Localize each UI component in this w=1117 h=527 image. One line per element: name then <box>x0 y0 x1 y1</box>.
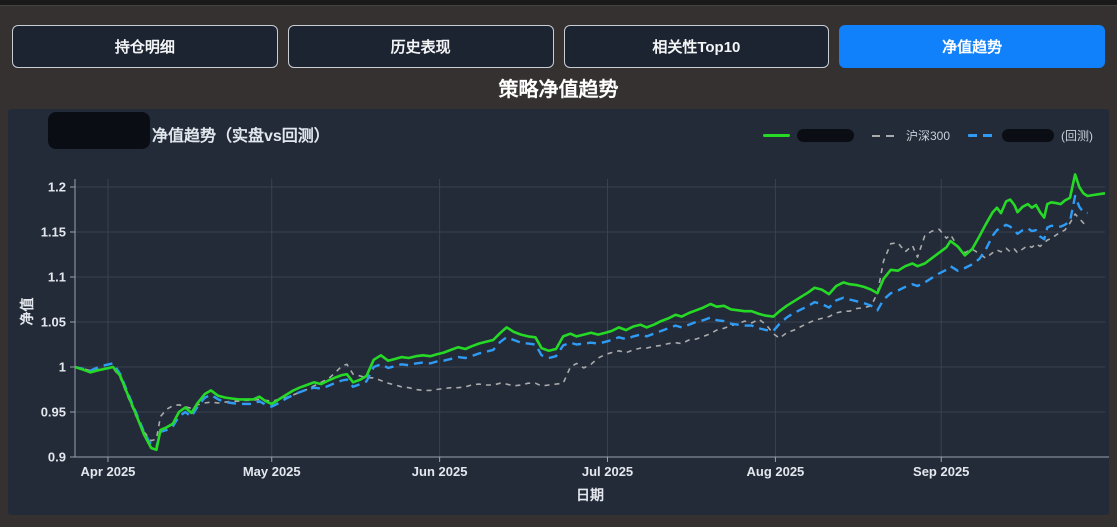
green-line-marker <box>762 134 790 137</box>
page-title: 策略净值趋势 <box>498 79 619 101</box>
legend-label-backtest: (回测) <box>1061 129 1093 143</box>
svg-text:净值: 净值 <box>19 298 35 326</box>
svg-text:日期: 日期 <box>576 487 604 503</box>
svg-text:Sep 2025: Sep 2025 <box>913 464 969 479</box>
tab-position-detail[interactable]: 持仓明细 <box>12 25 278 68</box>
redacted-strategy-name-blob <box>48 112 150 149</box>
nav-trend-chart-card: 净值趋势（实盘vs回测） 沪深300 (回测) 0.9 0.95 1 1.05 1.1 1… <box>8 109 1109 515</box>
svg-text:1: 1 <box>59 360 66 375</box>
svg-text:May 2025: May 2025 <box>243 464 301 479</box>
tab-bar: 持仓明细 历史表现 相关性Top10 净值趋势 <box>0 6 1117 68</box>
nav-trend-line-chart[interactable]: 0.9 0.95 1 1.05 1.1 1.15 1.2 Apr 2025 May 2025 Ju… <box>8 109 1109 515</box>
legend-label-hs300: 沪深300 <box>905 129 950 143</box>
svg-text:1.1: 1.1 <box>48 270 66 285</box>
svg-text:0.95: 0.95 <box>41 405 66 420</box>
blue-dashed-line-marker <box>968 134 995 137</box>
gray-dashed-line-marker <box>871 134 899 137</box>
legend-item-strategy-live[interactable] <box>762 129 854 142</box>
chart-legend: 沪深300 (回测) <box>762 127 1093 144</box>
redacted-legend-name-blob <box>796 129 854 142</box>
chart-title: 净值趋势（实盘vs回测） <box>152 128 330 145</box>
svg-text:1.15: 1.15 <box>41 225 66 240</box>
svg-text:1.05: 1.05 <box>41 315 66 330</box>
svg-text:Jun 2025: Jun 2025 <box>412 464 468 479</box>
tab-history-performance[interactable]: 历史表现 <box>287 25 554 68</box>
svg-text:1.2: 1.2 <box>48 180 66 195</box>
svg-text:Apr 2025: Apr 2025 <box>80 464 135 479</box>
svg-text:0.9: 0.9 <box>48 450 66 465</box>
legend-item-hs300[interactable]: 沪深300 <box>871 127 950 144</box>
svg-text:Aug 2025: Aug 2025 <box>746 464 804 479</box>
tab-nav-trend[interactable]: 净值趋势 <box>839 25 1105 68</box>
redacted-legend-name-blob-2 <box>1002 129 1054 142</box>
tab-correlation-top10[interactable]: 相关性Top10 <box>563 25 830 68</box>
top-window-strip <box>0 0 1117 6</box>
legend-item-backtest[interactable]: (回测) <box>968 127 1093 144</box>
svg-text:Jul 2025: Jul 2025 <box>582 464 633 479</box>
